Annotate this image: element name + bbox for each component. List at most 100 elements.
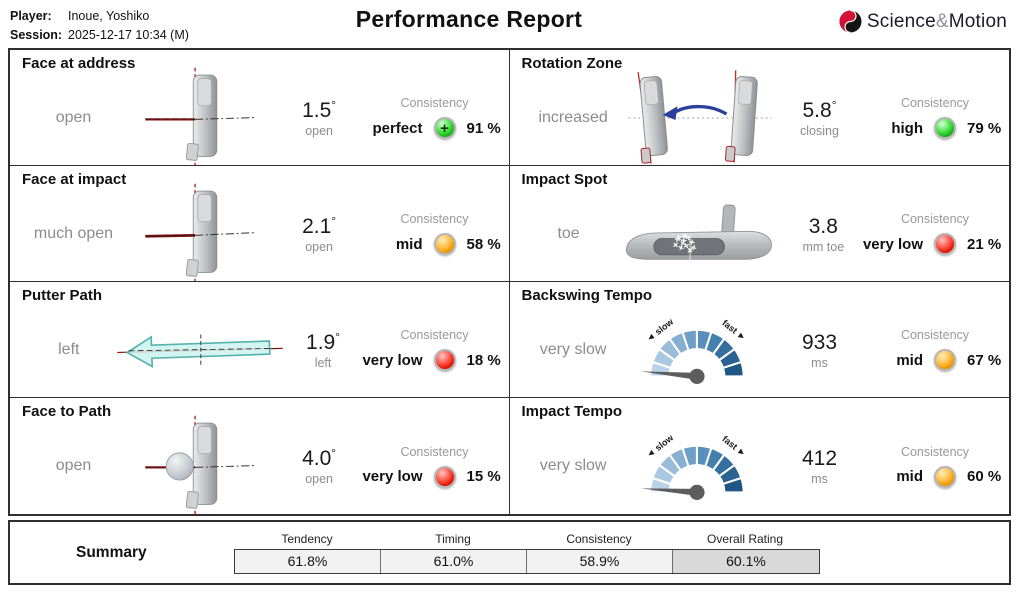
led-plus-symbol — [936, 351, 954, 369]
tendency-label: toe — [557, 224, 580, 242]
consistency-percent: 79 % — [967, 119, 1002, 137]
summary-header-consistency: Consistency — [566, 531, 632, 546]
consistency-block: Consistency mid 67 % — [861, 328, 1009, 371]
summary-header-tendency: Tendency — [281, 531, 333, 546]
tendency-label: open — [55, 457, 92, 474]
summary-table: Tendency Timing Consistency Overall Rati… — [234, 532, 820, 574]
impact-spot-graphic — [614, 194, 786, 274]
science-motion-logo: Science&Motion — [839, 10, 1007, 33]
player-label: Player: — [10, 9, 52, 23]
golf-ball — [165, 452, 194, 481]
page-title: Performance Report — [355, 6, 583, 32]
panel-title: Impact Tempo — [521, 403, 623, 420]
consistency-led-icon — [934, 465, 956, 488]
value-unit-symbol: ° — [335, 329, 341, 344]
tendency-label: much open — [33, 224, 114, 242]
consistency-led-icon — [433, 465, 456, 488]
consistency-label: Consistency — [900, 212, 970, 226]
summary-value-consistency: 58.9% — [527, 549, 673, 573]
putter-path-arrow-graphic — [114, 320, 286, 380]
summary-value-timing: 61.0% — [381, 549, 527, 573]
logo-ampersand: & — [935, 10, 949, 32]
consistency-block: Consistency perfect + 91 % — [361, 96, 509, 139]
panel-title: Face at impact — [22, 171, 127, 188]
consistency-rating: very low — [862, 235, 923, 253]
led-plus-symbol — [936, 235, 954, 253]
panel-title: Face to Path — [22, 403, 112, 420]
consistency-rating: very low — [362, 468, 423, 485]
consistency-rating: mid — [395, 235, 423, 253]
consistency-block: Consistency mid 60 % — [861, 445, 1009, 488]
value-unit-symbol: ° — [331, 213, 337, 228]
consistency-block: Consistency high 79 % — [861, 96, 1009, 139]
consistency-percent: 91 % — [466, 119, 501, 137]
report-grid: Face at address open 1.5° open Cons — [8, 48, 1011, 516]
consistency-led-icon — [934, 117, 956, 139]
science-motion-logo-icon — [839, 10, 862, 33]
tendency-label: very slow — [539, 340, 607, 358]
panel-impact-tempo: Impact Tempo very slow — [510, 398, 1010, 514]
tempo-gauge-graphic: ◄ slow fast ► — [623, 309, 778, 391]
panel-face-to-path: Face to Path open 4.0° open — [10, 398, 510, 514]
summary-header-overall-rating: Overall Rating — [706, 531, 784, 546]
tendency-label: very slow — [539, 457, 607, 474]
led-plus-symbol — [436, 235, 454, 253]
consistency-percent: 58 % — [466, 235, 501, 253]
value-direction: open — [305, 123, 334, 138]
logo-science: Science — [866, 10, 936, 32]
value-number: 5.8 — [802, 98, 832, 122]
led-plus-symbol — [436, 351, 454, 369]
summary-label: Summary — [76, 543, 147, 561]
value: 3.8 — [786, 214, 861, 239]
value-number: 4.0 — [302, 447, 332, 470]
consistency-block: Consistency very low 18 % — [361, 328, 509, 371]
consistency-rating: perfect — [372, 119, 423, 137]
value-number: 3.8 — [808, 214, 838, 238]
consistency-percent: 60 % — [967, 468, 1002, 485]
led-plus-symbol: + — [440, 119, 449, 137]
consistency-led-icon: + — [433, 117, 456, 139]
consistency-label: Consistency — [900, 328, 970, 342]
value-unit-symbol: ° — [831, 97, 837, 112]
gauge-needle — [641, 370, 699, 380]
value: 933 — [778, 330, 861, 355]
putter-face-angle-graphic — [123, 66, 278, 165]
panel-backswing-tempo: Backswing Tempo very slow — [509, 282, 1009, 398]
face-to-path-graphic — [123, 414, 278, 514]
panel-rotation-zone: Rotation Zone increased — [509, 50, 1009, 166]
logo-text: Science&Motion — [867, 11, 1007, 33]
panel-impact-spot: Impact Spot toe — [509, 166, 1009, 282]
value-unit-symbol: ° — [331, 97, 337, 112]
consistency-block: Consistency mid 58 % — [361, 212, 509, 255]
value-direction: mm toe — [802, 239, 845, 254]
led-plus-symbol — [436, 468, 454, 486]
panel-putter-path: Putter Path left 1.9° left Consistency — [10, 282, 510, 398]
panel-title: Impact Spot — [521, 171, 608, 188]
consistency-percent: 67 % — [967, 351, 1002, 369]
value-number: 1.9 — [306, 330, 336, 354]
tendency-label: increased — [538, 108, 608, 126]
consistency-rating: very low — [362, 351, 423, 369]
panel-title: Rotation Zone — [521, 55, 623, 72]
gauge-needle — [641, 488, 699, 496]
consistency-label: Consistency — [400, 328, 469, 342]
consistency-percent: 21 % — [967, 235, 1002, 253]
consistency-label: Consistency — [900, 96, 970, 110]
consistency-percent: 15 % — [466, 468, 501, 485]
value: 1.9° — [286, 330, 361, 355]
consistency-label: Consistency — [400, 444, 469, 459]
consistency-led-icon — [934, 349, 956, 371]
value: 5.8° — [778, 98, 861, 123]
report-header: Player: Inoue, Yoshiko Session: 2025-12-… — [0, 0, 1019, 48]
consistency-rating: mid — [896, 468, 923, 485]
tempo-gauge-graphic: ◄ slow fast ► — [623, 425, 778, 507]
tendency-label: left — [58, 340, 80, 358]
value-direction: closing — [800, 123, 839, 138]
value-unit-symbol: ° — [331, 446, 337, 460]
value: 1.5° — [278, 98, 361, 123]
value-direction: ms — [811, 472, 828, 486]
summary-header-timing: Timing — [435, 531, 471, 546]
value-number: 2.1 — [302, 214, 332, 238]
consistency-led-icon — [433, 233, 456, 255]
rotation-zone-graphic — [623, 69, 778, 166]
